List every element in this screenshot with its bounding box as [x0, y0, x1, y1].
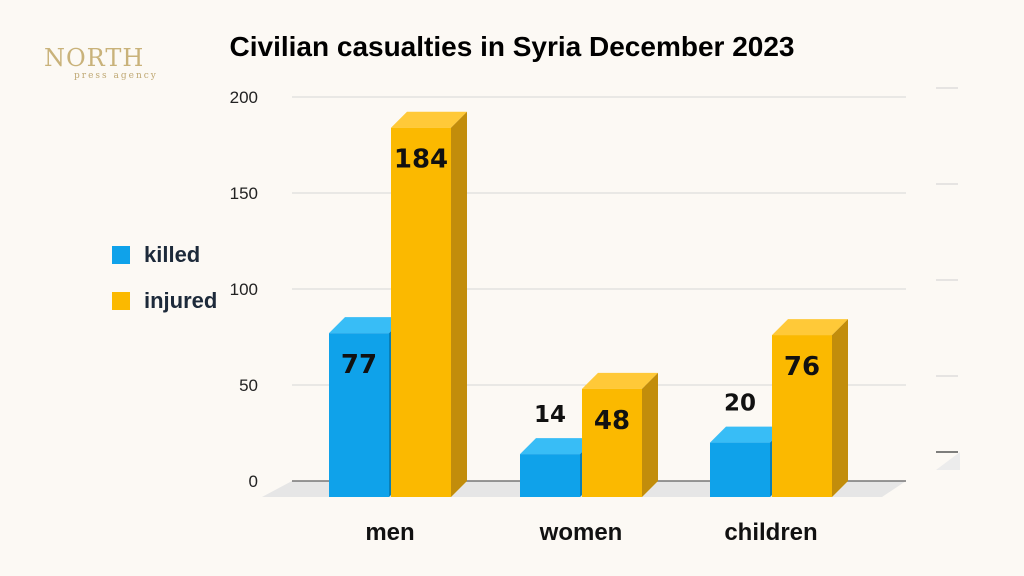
- bar-injured-men-side: [451, 111, 467, 497]
- y-tick-label-100: 100: [230, 280, 258, 299]
- bar-killed-men-top: [329, 317, 405, 334]
- bar-injured-men: [391, 127, 451, 497]
- legend-item-killed: killed: [112, 242, 217, 267]
- chart-wall-corner: [936, 452, 960, 470]
- data-label-killed-women: 14: [534, 402, 566, 428]
- data-label-injured-women: 48: [594, 406, 630, 436]
- legend-swatch-injured: [112, 292, 130, 310]
- bar-killed-children: [710, 442, 770, 497]
- x-tick-label-women: women: [539, 519, 623, 546]
- data-label-injured-children: 76: [784, 352, 820, 382]
- y-tick-label-0: 0: [249, 472, 258, 491]
- bar-killed-children-top: [710, 426, 786, 443]
- chart-legend: killed injured: [112, 242, 218, 335]
- bar-injured-women-side: [642, 372, 658, 497]
- data-label-injured-men: 184: [394, 145, 448, 175]
- logo-wordmark: NORTH: [44, 44, 145, 72]
- data-label-killed-men: 77: [341, 350, 377, 380]
- x-tick-label-men: men: [365, 519, 414, 546]
- north-press-logo: NORTH press agency: [44, 44, 160, 84]
- bar-injured-children: [772, 335, 832, 497]
- chart-title: Civilian casualties in Syria December 20…: [229, 31, 795, 62]
- bar-killed-women: [520, 454, 580, 497]
- logo-subtitle: press agency: [74, 71, 158, 81]
- y-tick-label-50: 50: [239, 376, 258, 395]
- legend-swatch-killed: [112, 246, 130, 264]
- bar-injured-men-top: [391, 111, 467, 128]
- data-label-killed-children: 20: [724, 391, 756, 417]
- bar-killed-men: [329, 333, 389, 497]
- legend-item-injured: injured: [112, 288, 218, 313]
- y-tick-label-200: 200: [230, 88, 258, 107]
- legend-label-killed: killed: [144, 242, 201, 267]
- bar-injured-women: [582, 388, 642, 497]
- bar-injured-women-top: [582, 372, 658, 389]
- x-tick-label-children: children: [724, 519, 817, 546]
- y-tick-label-150: 150: [230, 184, 258, 203]
- legend-label-injured: injured: [144, 288, 218, 313]
- bar-injured-children-side: [832, 319, 848, 497]
- bar-killed-women-top: [520, 438, 596, 455]
- bar-injured-children-top: [772, 319, 848, 336]
